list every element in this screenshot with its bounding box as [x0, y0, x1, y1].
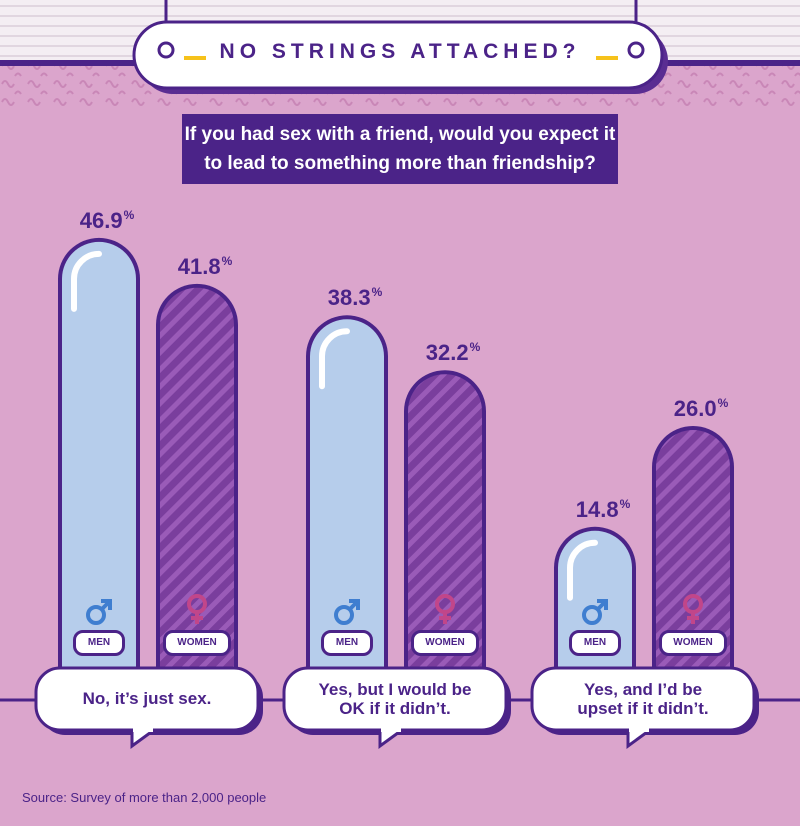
answer-bubble-tail-1 [378, 728, 407, 749]
answer-label-line: Yes, but I would be [318, 680, 472, 699]
chart-question: If you had sex with a friend, would you … [182, 114, 618, 184]
answer-label-line: Yes, and I’d be [583, 680, 703, 699]
women-tag-1: WOMEN [411, 630, 479, 656]
men-value-label-1: 38.3% [295, 285, 415, 311]
male-symbol-icon [582, 599, 608, 625]
men-tag-1: MEN [321, 630, 373, 656]
men-value-label-2: 14.8% [543, 497, 663, 523]
answer-bubble-tail-joint-0 [133, 727, 153, 732]
men-bar-highlight-2 [567, 539, 598, 601]
banner-dash-right [596, 56, 618, 60]
banner-dash-left [184, 56, 206, 60]
men-bar-highlight-1 [319, 328, 350, 390]
male-symbol-icon [86, 599, 112, 625]
women-value-number-1: 32.2 [425, 340, 469, 366]
women-tag-0: WOMEN [163, 630, 231, 656]
percent-sign: % [221, 253, 233, 268]
answer-label-line: No, it’s just sex. [82, 689, 212, 708]
answer-label-line: upset if it didn’t. [577, 699, 709, 718]
answer-bubble-tail-joint-1 [381, 727, 401, 732]
answer-label-2: Yes, and I’d be upset if it didn’t. [538, 680, 748, 718]
answer-label-0: No, it’s just sex. [42, 689, 252, 708]
women-value-number-0: 41.8 [177, 253, 221, 279]
men-value-number-2: 14.8 [575, 496, 619, 522]
source-note: Source: Survey of more than 2,000 people [22, 790, 267, 805]
men-bar-0 [62, 241, 136, 694]
female-symbol-icon [435, 594, 455, 624]
women-value-label-1: 32.2% [393, 340, 513, 366]
answer-label-1: Yes, but I would be OK if it didn’t. [290, 680, 500, 718]
answer-bubble-tail-2 [626, 728, 655, 749]
female-symbol-icon [683, 594, 703, 624]
bars-layer [58, 237, 734, 695]
women-value-label-0: 41.8% [145, 254, 265, 280]
percent-sign: % [619, 496, 631, 511]
answer-bubbles [34, 666, 759, 749]
percent-sign: % [123, 207, 135, 222]
male-symbol-icon [334, 599, 360, 625]
women-value-number-2: 26.0 [673, 396, 717, 421]
female-symbol-icon [187, 594, 207, 624]
answer-bubble-tail-joint-2 [629, 727, 649, 732]
women-bar-0 [160, 287, 234, 694]
men-tag-0: MEN [73, 630, 125, 656]
men-bar-1 [310, 319, 385, 694]
men-value-number-1: 38.3 [327, 285, 371, 311]
banner-ring-left [157, 41, 175, 59]
answer-label-line: OK if it didn’t. [339, 699, 451, 718]
percent-sign: % [717, 396, 729, 410]
percent-sign: % [469, 340, 481, 355]
women-bar-1 [408, 374, 482, 694]
men-bar-highlight-0 [71, 250, 102, 312]
banner-pill [132, 20, 664, 90]
banner-ring-right [627, 41, 645, 59]
answer-bubble-tail-0 [130, 728, 159, 749]
women-bar-2 [656, 430, 730, 694]
percent-sign: % [371, 285, 383, 300]
men-value-label-0: 46.9% [47, 208, 167, 234]
men-tag-2: MEN [569, 630, 621, 656]
women-value-label-2: 26.0% [641, 396, 761, 422]
banner-title: NO STRINGS ATTACHED? [219, 40, 581, 63]
women-tag-2: WOMEN [659, 630, 727, 656]
men-value-number-0: 46.9 [79, 207, 123, 233]
